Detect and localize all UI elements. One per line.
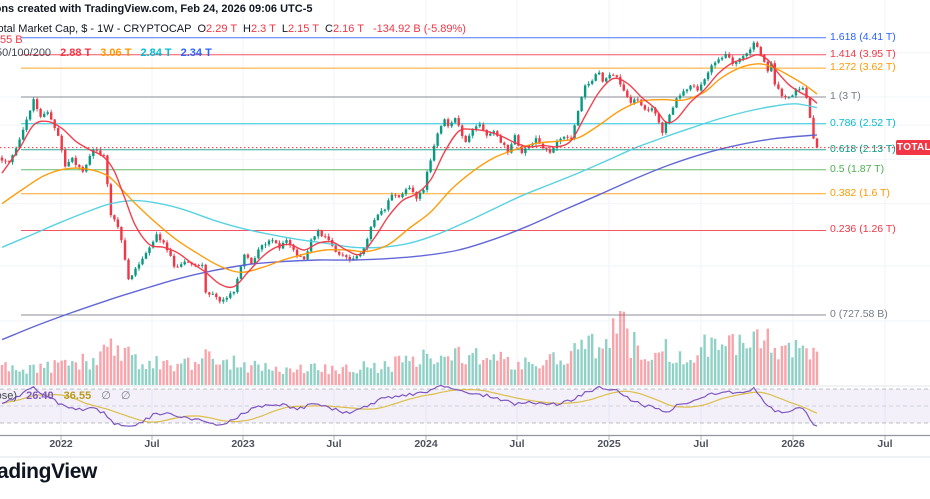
fib-label-0.236[interactable]: 0.236 (1.26 T) [830,223,896,236]
ohlc-value-O: 2.29 T [206,23,238,35]
ma-legend-label: 50/100/200 [0,47,52,59]
symbol-legend: Total Market Cap, $ - 1W - CRYPTOCAP O2.2… [0,23,466,36]
rsi-legend-label: (close) [0,390,18,402]
time-axis-label-2025-6[interactable]: 2025 [597,438,621,450]
ma-value-3: 2.34 T [180,47,212,59]
ohlc-value-C: 2.16 T [332,23,364,35]
fib-label-1.414[interactable]: 1.414 (3.95 T) [830,47,896,60]
change-value: -134.92 B (-5.89%) [373,23,466,35]
fib-label-0.618[interactable]: 0.618 (2.13 T) [830,142,896,155]
time-axis-label-jul-1[interactable]: Jul [144,438,160,450]
time-axis-label-jul-5[interactable]: Jul [509,438,525,450]
fib-label-0.382[interactable]: 0.382 (1.6 T) [830,186,890,199]
empty-set-icon: ∅ [120,390,131,402]
ohlc-key-O: O [197,23,207,35]
watermark: Annotations created with TradingView.com… [0,3,313,15]
fib-label-0[interactable]: 0 (727.58 B) [830,308,888,320]
fib-label-1[interactable]: 1 (3 T) [830,90,861,102]
fib-label-1.272[interactable]: 1.272 (3.62 T) [830,61,896,74]
time-axis-label-2023-2[interactable]: 2023 [231,438,255,450]
time-axis-label-jul-7[interactable]: Jul [693,438,709,450]
ma-value-1: 3.06 T [100,47,132,59]
ma-value-0: 2.88 T [60,47,92,59]
tradingview-logo[interactable]: TradingView [0,460,97,483]
ma-legend: 50/100/200 2.88 T 3.06 T 2.84 T 2.34 T [0,47,212,60]
volume-legend: 55 B [0,34,23,46]
fib-label-1.618[interactable]: 1.618 (4.41 T) [830,30,896,43]
time-axis-label-2022-0[interactable]: 2022 [49,438,73,450]
symbol-title: Total Market Cap, $ - 1W - CRYPTOCAP [0,23,192,35]
time-axis-label-2024-4[interactable]: 2024 [414,438,438,450]
rsi-legend: (close) 26.40 36.55 ∅ ∅ [0,390,131,403]
rsi-ma-value: 36.55 [63,390,92,402]
symbol-price-badge[interactable]: TOTAL [896,140,930,156]
ohlc-value-H: 2.3 T [251,23,276,35]
time-axis-label-jul-9[interactable]: Jul [877,438,893,450]
fib-label-0.5[interactable]: 0.5 (1.87 T) [830,162,885,175]
ohlc-key-H: H [243,23,251,35]
ohlc-value-L: 2.15 T [288,23,319,35]
empty-set-icon: ∅ [101,390,111,402]
ohlc-key-L: L [281,23,288,35]
time-axis-label-jul-3[interactable]: Jul [326,438,342,450]
fib-label-0.786[interactable]: 0.786 (2.52 T) [830,116,896,129]
ma-value-2: 2.84 T [140,47,172,59]
time-axis-label-2026-8[interactable]: 2026 [781,438,805,450]
rsi-value: 26.40 [26,390,54,402]
ohlc-key-C: C [325,23,333,35]
